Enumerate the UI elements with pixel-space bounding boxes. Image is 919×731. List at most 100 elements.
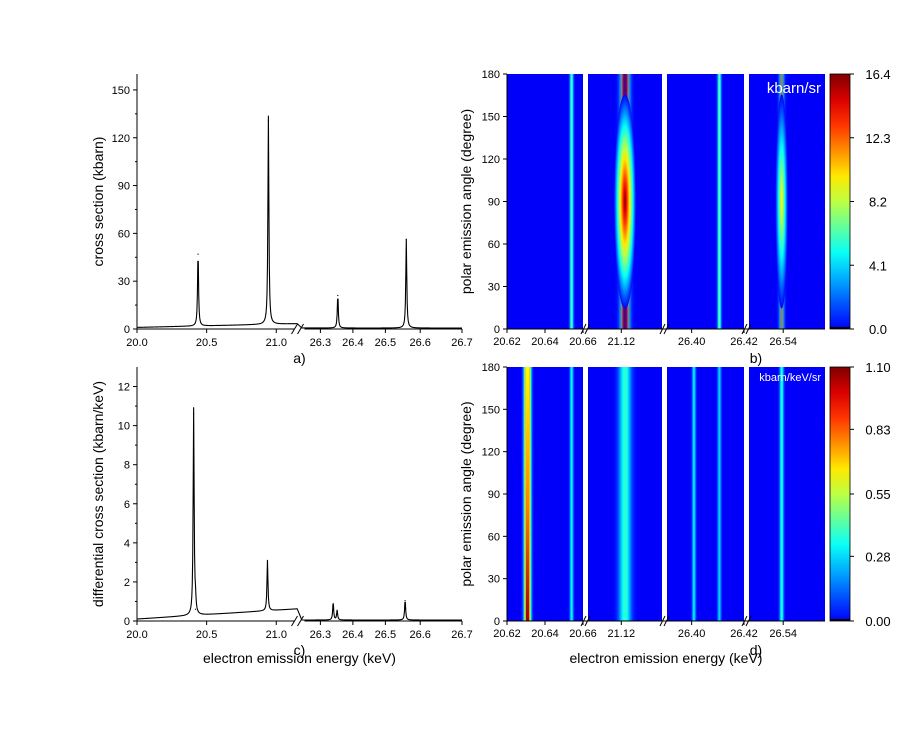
panel-label: c)	[294, 642, 306, 658]
colorbar-tick-label: 0.83	[865, 422, 890, 437]
axis-break-mark	[297, 323, 304, 335]
colorbar-tick-label: 12.3	[865, 131, 890, 146]
x-tick-label: 26.3	[310, 337, 331, 349]
heatmap-stripe	[715, 74, 724, 329]
y-axis-label: cross section (kbarn)	[90, 137, 106, 267]
y-tick-label: 10	[118, 421, 130, 433]
x-tick-label: 26.6	[410, 629, 431, 641]
y-tick-label: 60	[488, 531, 500, 543]
y-tick-label: 8	[124, 460, 130, 472]
panel-label: a)	[293, 350, 305, 366]
y-tick-label: 120	[112, 133, 130, 145]
y-tick-label: 4	[124, 538, 130, 550]
peak-point	[267, 119, 269, 121]
y-tick-label: 2	[124, 577, 130, 589]
y-tick-label: 150	[112, 85, 130, 97]
colorbar-unit-label: kbarn/sr	[767, 80, 821, 97]
heatmap-stripe	[777, 367, 787, 621]
y-axis-label: polar emission angle (degree)	[458, 401, 474, 586]
x-tick-label: 21.12	[608, 336, 636, 348]
colorbar-unit-label: kbarn/keV/sr	[759, 372, 821, 384]
colorbar	[829, 366, 851, 622]
segment-gap	[662, 366, 667, 622]
x-tick-label: 26.40	[678, 628, 706, 640]
y-tick-label: 120	[482, 154, 500, 166]
segment-gap	[662, 73, 667, 330]
x-tick-label: 20.66	[569, 628, 597, 640]
y-tick-label: 6	[124, 499, 130, 511]
peak-point	[332, 602, 334, 605]
colorbar-tick-label: 0.55	[865, 487, 890, 502]
x-tick-label: 21.12	[608, 628, 636, 640]
peak-point	[194, 608, 197, 610]
x-tick-label: 26.42	[730, 336, 758, 348]
axis-break-mark	[297, 615, 304, 627]
peak-point	[197, 253, 199, 255]
y-tick-label: 150	[482, 404, 500, 416]
axis-break-mark	[291, 323, 298, 335]
x-tick-label: 26.4	[342, 337, 363, 349]
axis-break-mark	[291, 615, 298, 627]
heatmap-hotspot	[775, 94, 788, 309]
series-line	[136, 407, 462, 621]
y-tick-label: 90	[488, 197, 500, 209]
x-tick-label: 20.64	[531, 336, 559, 348]
heatmap-segment-bg	[667, 74, 744, 329]
panel-a-line-chart: 0 30 60 90 120 150 20.0 20.5 21.0 26.3 26.4 26.5 26.…	[90, 74, 473, 366]
x-tick-label: 21.0	[266, 337, 287, 349]
heatmap-segment-bg	[749, 367, 825, 621]
peak-point	[337, 294, 339, 297]
peak-point	[336, 610, 338, 612]
colorbar-tick-label: 1.10	[865, 360, 890, 375]
x-tick-label: 20.0	[126, 337, 147, 349]
heatmap-stripe	[567, 367, 576, 621]
colorbar-tick-label: 8.2	[869, 195, 887, 210]
peak-point	[405, 239, 407, 241]
panel-b-heatmap: 20.62 20.64 20.66 21.12 26.40 26.42 26.54 0 30 60…	[458, 67, 891, 366]
heatmap-stripe	[715, 367, 724, 621]
x-tick-label: 26.7	[451, 629, 472, 641]
colorbar-tick-label: 0.00	[865, 614, 890, 629]
panel-c-line-chart: 0 2 4 6 8 10 12 20.0 20.5 21.0 26.3 26.4 26.5 26.6 26.…	[90, 367, 473, 666]
y-tick-label: 30	[488, 574, 500, 586]
x-tick-label: 26.5	[375, 629, 396, 641]
peak-point	[193, 413, 195, 415]
y-tick-label: 0	[494, 324, 500, 336]
colorbar	[829, 73, 851, 330]
y-tick-label: 0	[494, 616, 500, 628]
colorbar-bottom	[830, 327, 850, 329]
segment-gap	[744, 366, 749, 622]
x-tick-label: 26.3	[310, 629, 331, 641]
y-tick-label: 120	[482, 447, 500, 459]
colorbar-tick-label: 0.0	[869, 322, 887, 337]
x-tick-label: 21.0	[266, 629, 287, 641]
colorbar-tick-label: 0.28	[865, 549, 890, 564]
peak-point	[266, 569, 269, 571]
x-tick-label: 20.66	[569, 336, 597, 348]
x-tick-label: 26.5	[375, 337, 396, 349]
segment-gap	[583, 366, 588, 622]
x-tick-label: 20.5	[196, 337, 217, 349]
colorbar-bottom	[830, 619, 850, 621]
heatmap-stripe-core	[525, 367, 530, 621]
y-tick-label: 60	[118, 228, 130, 240]
heatmap-hotspot	[614, 94, 636, 309]
y-tick-label: 30	[488, 282, 500, 294]
series-line	[136, 115, 462, 329]
x-tick-label: 26.6	[410, 337, 431, 349]
x-tick-label: 26.4	[342, 629, 363, 641]
x-tick-label: 20.5	[196, 629, 217, 641]
y-tick-label: 90	[488, 489, 500, 501]
x-tick-label: 20.0	[126, 629, 147, 641]
panel-d-heatmap: 20.62 20.64 20.66 21.12 26.40 26.42 26.54 0 30 60…	[458, 360, 891, 666]
y-tick-label: 90	[118, 181, 130, 193]
x-tick-label: 26.7	[451, 337, 472, 349]
panel-label: d)	[750, 642, 762, 658]
heatmap-stripe	[611, 367, 639, 621]
x-tick-label: 26.54	[769, 628, 797, 640]
x-tick-label: 26.54	[769, 336, 797, 348]
peak-point	[404, 599, 406, 602]
x-tick-label: 20.64	[531, 628, 559, 640]
heatmap-segment-bg	[667, 367, 744, 621]
